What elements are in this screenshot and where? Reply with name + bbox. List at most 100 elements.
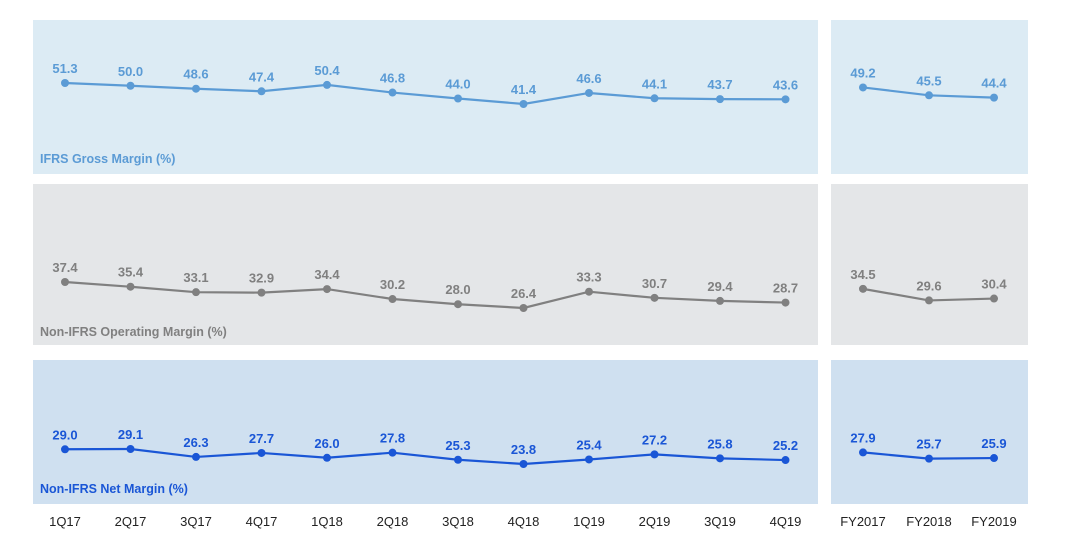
data-label-2-1Q18: 26.0 bbox=[314, 436, 339, 451]
data-point-0-FY2017 bbox=[859, 83, 867, 92]
data-point-1-4Q17 bbox=[257, 288, 266, 297]
data-point-1-4Q18 bbox=[519, 304, 528, 312]
data-label-0-2Q17: 50.0 bbox=[118, 64, 143, 79]
data-label-2-3Q19: 25.8 bbox=[707, 436, 732, 451]
data-point-2-2Q19 bbox=[650, 450, 659, 459]
data-label-2-1Q17: 29.0 bbox=[52, 427, 77, 442]
data-point-0-4Q17 bbox=[257, 87, 266, 96]
data-label-0-FY2019: 44.4 bbox=[981, 76, 1007, 91]
data-point-2-3Q19 bbox=[716, 454, 724, 463]
data-label-1-3Q18: 28.0 bbox=[445, 282, 470, 297]
data-label-2-3Q17: 26.3 bbox=[183, 435, 208, 450]
data-point-0-FY2018 bbox=[925, 91, 933, 100]
data-label-1-1Q19: 33.3 bbox=[576, 270, 601, 285]
series-line-quarterly-1 bbox=[64, 280, 786, 310]
data-label-1-FY2018: 29.6 bbox=[916, 278, 941, 293]
series-line-quarterly-2 bbox=[64, 447, 786, 466]
data-point-1-2Q18 bbox=[388, 295, 397, 304]
data-point-2-FY2018 bbox=[925, 454, 933, 463]
data-point-1-2Q19 bbox=[650, 293, 659, 302]
x-tick-1Q19: 1Q19 bbox=[573, 514, 605, 529]
data-label-2-4Q18: 23.8 bbox=[511, 442, 536, 457]
data-point-1-1Q17 bbox=[61, 278, 69, 286]
x-tick-3Q19: 3Q19 bbox=[704, 514, 736, 529]
data-point-0-3Q17 bbox=[192, 84, 200, 93]
panel-bg-quarterly-2 bbox=[33, 360, 818, 504]
x-tick-4Q19: 4Q19 bbox=[770, 514, 802, 529]
data-label-2-FY2018: 25.7 bbox=[916, 437, 941, 452]
x-tick-1Q17: 1Q17 bbox=[49, 514, 81, 529]
data-label-2-1Q19: 25.4 bbox=[576, 437, 602, 452]
series-title-1: Non-IFRS Operating Margin (%) bbox=[40, 325, 227, 339]
data-label-0-3Q18: 44.0 bbox=[445, 76, 470, 91]
data-label-2-FY2017: 27.9 bbox=[850, 430, 875, 445]
series-title-2: Non-IFRS Net Margin (%) bbox=[40, 482, 188, 496]
data-point-0-1Q17 bbox=[61, 79, 69, 87]
data-point-1-1Q18 bbox=[323, 285, 331, 294]
data-point-2-1Q17 bbox=[61, 445, 69, 454]
data-label-0-4Q19: 43.6 bbox=[773, 77, 798, 92]
data-point-1-1Q19 bbox=[585, 287, 593, 296]
data-point-0-FY2019 bbox=[990, 93, 998, 102]
panel-bg-annual-1 bbox=[831, 184, 1028, 345]
data-label-0-FY2018: 45.5 bbox=[916, 73, 941, 88]
data-label-0-FY2017: 49.2 bbox=[850, 65, 875, 80]
data-point-2-FY2019 bbox=[990, 454, 998, 463]
data-point-0-2Q18 bbox=[388, 88, 397, 97]
data-label-2-4Q17: 27.7 bbox=[249, 431, 274, 446]
data-point-2-FY2017 bbox=[859, 448, 867, 457]
data-label-0-3Q19: 43.7 bbox=[707, 77, 732, 92]
x-tick-3Q17: 3Q17 bbox=[180, 514, 212, 529]
data-point-1-2Q17 bbox=[126, 282, 135, 291]
data-label-0-1Q18: 50.4 bbox=[314, 63, 340, 78]
data-label-1-2Q17: 35.4 bbox=[118, 265, 144, 280]
data-point-2-4Q17 bbox=[257, 448, 266, 457]
data-label-0-3Q17: 48.6 bbox=[183, 67, 208, 82]
x-tick-FY2019: FY2019 bbox=[971, 514, 1017, 529]
x-tick-FY2017: FY2017 bbox=[840, 514, 886, 529]
panel-bg-quarterly-1 bbox=[33, 184, 818, 345]
data-label-2-3Q18: 25.3 bbox=[445, 438, 470, 453]
data-label-1-2Q18: 30.2 bbox=[380, 277, 405, 292]
x-tick-4Q18: 4Q18 bbox=[508, 514, 540, 529]
data-point-1-3Q17 bbox=[192, 288, 200, 297]
data-label-1-2Q19: 30.7 bbox=[642, 276, 667, 291]
x-tick-3Q18: 3Q18 bbox=[442, 514, 474, 529]
data-label-0-2Q18: 46.8 bbox=[380, 71, 405, 86]
data-point-0-3Q18 bbox=[454, 94, 462, 103]
data-label-1-4Q18: 26.4 bbox=[511, 286, 537, 301]
data-label-1-1Q17: 37.4 bbox=[52, 260, 78, 275]
data-label-2-2Q19: 27.2 bbox=[642, 432, 667, 447]
data-point-1-3Q19 bbox=[716, 296, 724, 305]
x-tick-2Q19: 2Q19 bbox=[639, 514, 671, 529]
data-label-1-1Q18: 34.4 bbox=[314, 267, 340, 282]
data-point-2-1Q18 bbox=[323, 453, 331, 462]
data-point-0-3Q19 bbox=[716, 95, 724, 104]
data-point-1-FY2017 bbox=[859, 284, 867, 293]
data-label-1-4Q19: 28.7 bbox=[773, 281, 798, 296]
data-label-2-2Q17: 29.1 bbox=[118, 427, 143, 442]
data-point-0-1Q18 bbox=[323, 80, 331, 89]
data-point-2-4Q19 bbox=[781, 456, 790, 465]
data-label-2-FY2019: 25.9 bbox=[981, 436, 1006, 451]
data-point-2-2Q17 bbox=[126, 445, 135, 453]
data-point-2-3Q17 bbox=[192, 452, 200, 461]
data-label-1-FY2017: 34.5 bbox=[850, 267, 875, 282]
data-label-2-4Q19: 25.2 bbox=[773, 438, 798, 453]
data-label-0-4Q17: 47.4 bbox=[249, 69, 275, 84]
x-tick-1Q18: 1Q18 bbox=[311, 514, 343, 529]
series-title-0: IFRS Gross Margin (%) bbox=[40, 152, 175, 166]
x-tick-FY2018: FY2018 bbox=[906, 514, 952, 529]
data-point-0-4Q18 bbox=[519, 100, 528, 108]
data-point-0-2Q17 bbox=[126, 81, 135, 90]
panel-bg-annual-2 bbox=[831, 360, 1028, 504]
data-label-1-3Q17: 33.1 bbox=[183, 270, 208, 285]
x-tick-2Q18: 2Q18 bbox=[377, 514, 409, 529]
data-label-1-FY2019: 30.4 bbox=[981, 277, 1007, 292]
data-point-1-FY2019 bbox=[990, 294, 998, 303]
x-tick-4Q17: 4Q17 bbox=[246, 514, 278, 529]
panel-bg-quarterly-0 bbox=[33, 20, 818, 174]
series-line-quarterly-0 bbox=[64, 81, 786, 106]
data-label-0-2Q19: 44.1 bbox=[642, 76, 667, 91]
